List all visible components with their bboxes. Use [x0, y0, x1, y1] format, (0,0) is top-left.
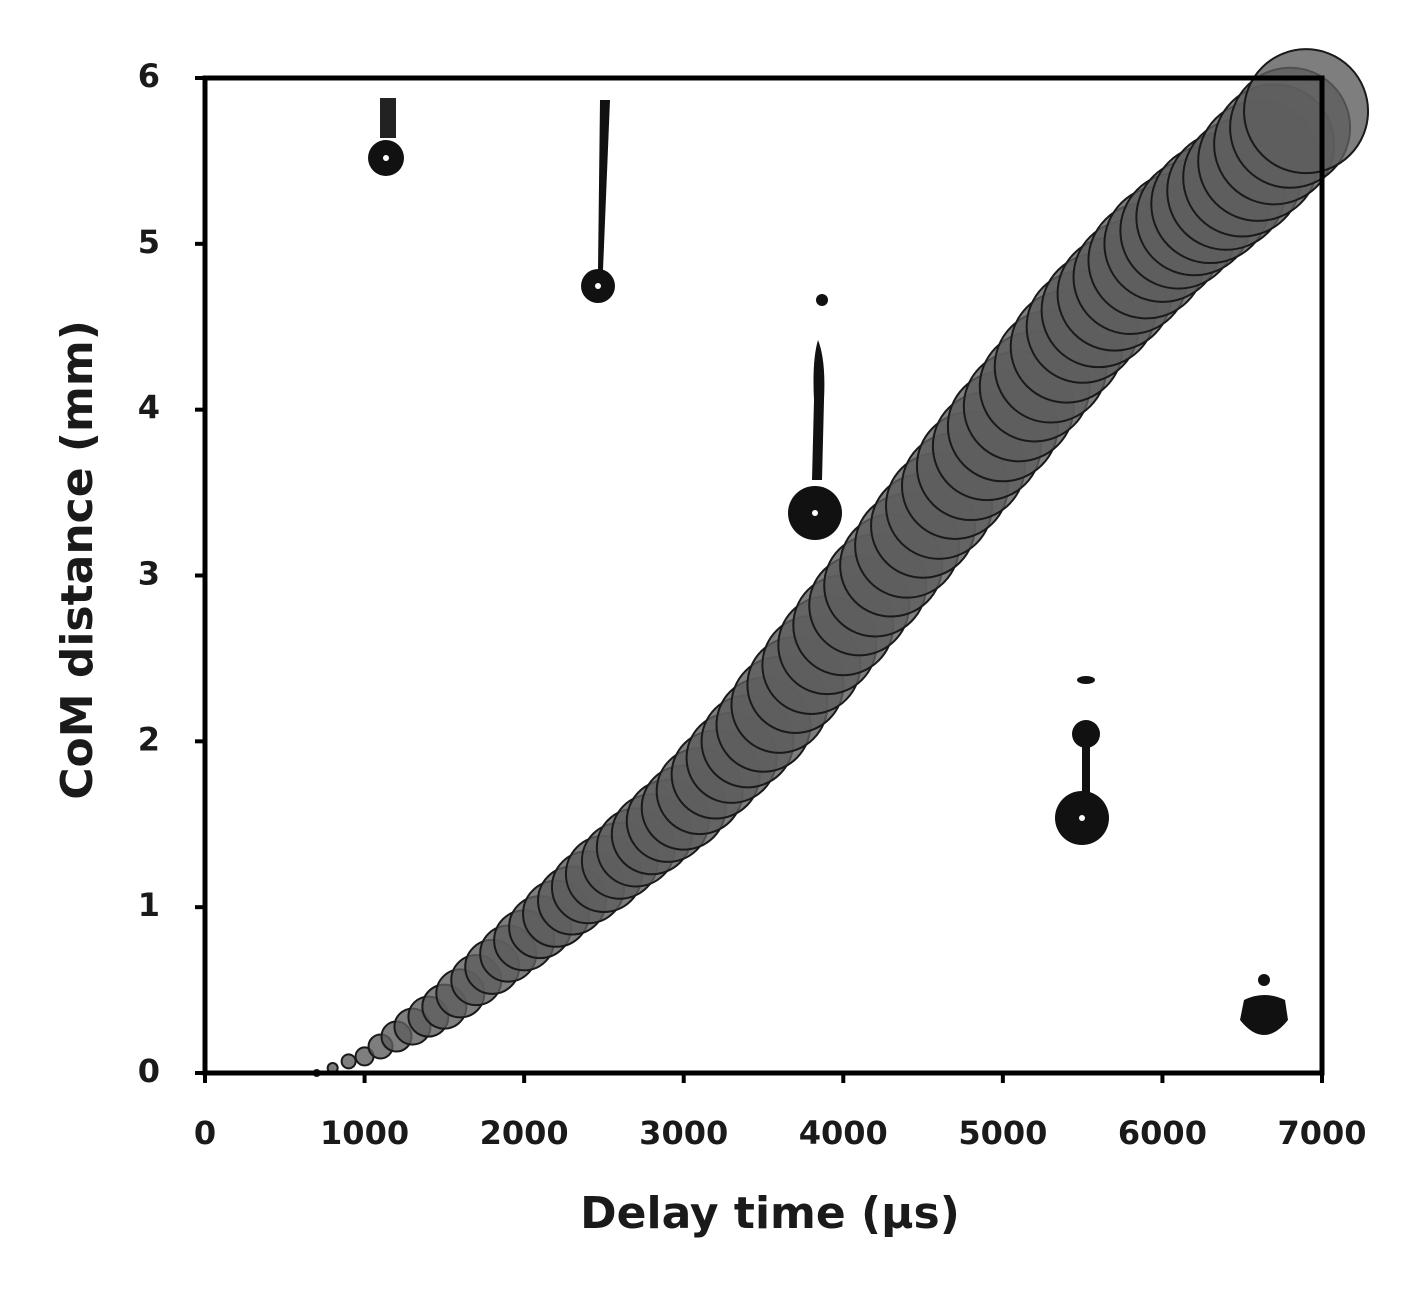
x-tick-label: 4000	[799, 1114, 888, 1152]
x-axis-label: Delay time (µs)	[580, 1188, 960, 1239]
x-tick-label: 2000	[480, 1114, 569, 1152]
x-tick-label: 1000	[320, 1114, 409, 1152]
y-axis-label: CoM distance (mm)	[52, 320, 103, 800]
x-tick-label: 5000	[958, 1114, 1047, 1152]
y-tick-label: 6	[138, 57, 160, 95]
y-tick-label: 0	[138, 1052, 160, 1090]
y-tick-label: 2	[138, 720, 160, 758]
bubble	[340, 1053, 357, 1070]
plot-marks	[312, 48, 1370, 1077]
y-tick-label: 1	[138, 886, 160, 924]
droplet-illustrations	[368, 98, 1288, 1035]
bubble	[1243, 48, 1370, 175]
x-tick-label: 7000	[1277, 1114, 1366, 1152]
x-tick-label: 0	[194, 1114, 216, 1152]
y-tick-label: 3	[138, 555, 160, 593]
x-tick-label: 3000	[639, 1114, 728, 1152]
y-tick-label: 5	[138, 223, 160, 261]
y-tick-label: 4	[138, 389, 160, 427]
x-tick-label: 6000	[1118, 1114, 1207, 1152]
